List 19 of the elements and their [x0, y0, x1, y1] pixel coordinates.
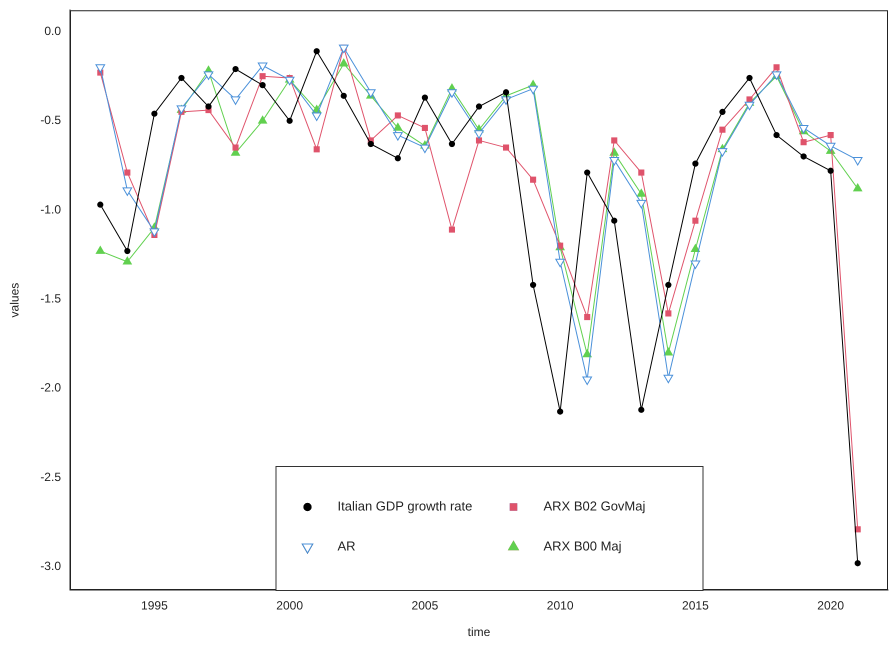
x-tick-label: 2000	[276, 598, 304, 613]
y-tick-label: -1.5	[40, 292, 62, 306]
y-tick-label: -2.5	[40, 470, 62, 484]
y-tick-label: -3.0	[40, 559, 62, 574]
x-tick-label: 2010	[546, 598, 574, 613]
legend-label: ARX B02 GovMaj	[544, 498, 646, 514]
y-tick-label: 0.0	[44, 24, 62, 38]
y-axis-title: values	[8, 282, 22, 318]
x-axis-title: time	[468, 625, 491, 640]
x-tick-label: 1995	[141, 598, 168, 613]
y-tick-label: -2.0	[40, 380, 62, 395]
y-tick-label: -1.0	[40, 202, 62, 216]
legend-label: ARX B00 Maj	[544, 538, 622, 554]
legend-label: AR	[338, 538, 356, 554]
legend-label: Italian GDP growth rate	[338, 498, 472, 514]
x-tick-label: 2015	[682, 598, 710, 613]
x-tick-label: 2020	[817, 598, 844, 613]
y-tick-label: -0.5	[40, 113, 62, 128]
x-tick-label: 2005	[412, 598, 439, 613]
